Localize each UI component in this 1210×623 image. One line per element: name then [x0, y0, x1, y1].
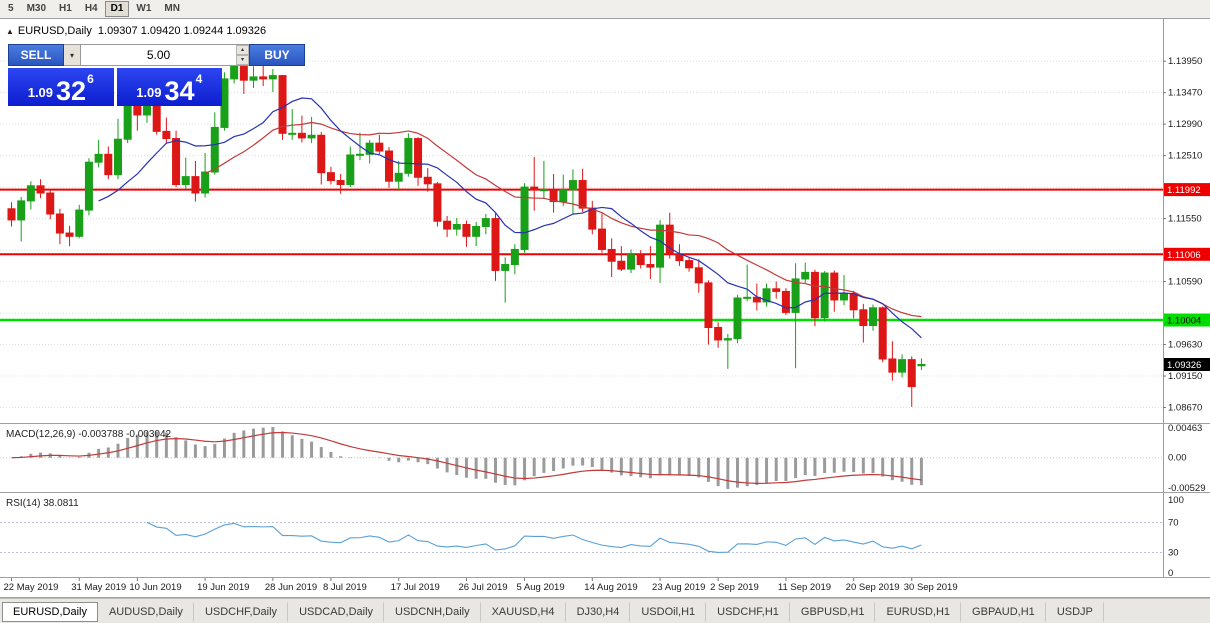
svg-text:30: 30: [1168, 548, 1179, 559]
timeframe-button-m30[interactable]: M30: [21, 1, 52, 17]
macd-label: MACD(12,26,9) -0.003788 -0.003042: [6, 429, 171, 440]
volume-down-button[interactable]: ▾: [236, 55, 249, 65]
rsi-name: RSI(14): [6, 498, 41, 509]
rsi-label: RSI(14) 38.0811: [6, 498, 79, 509]
buy-price-major: 1.09: [136, 85, 162, 100]
svg-text:1.09326: 1.09326: [1167, 360, 1201, 371]
tab-gbpaud-h1[interactable]: GBPAUD,H1: [961, 602, 1046, 622]
tab-eurusd-daily[interactable]: EURUSD,Daily: [2, 602, 98, 622]
svg-text:-0.00529: -0.00529: [1168, 483, 1206, 494]
chart-ohlc-values: 1.09307 1.09420 1.09244 1.09326: [97, 25, 267, 37]
svg-text:1.12510: 1.12510: [1168, 151, 1202, 162]
svg-text:28 Jun 2019: 28 Jun 2019: [265, 582, 317, 593]
svg-text:10 Jun 2019: 10 Jun 2019: [129, 582, 181, 593]
tab-usdchf-h1[interactable]: USDCHF,H1: [706, 602, 790, 622]
svg-text:1.10590: 1.10590: [1168, 277, 1202, 288]
chart-window: 1.13950 1.13470 1.12990 1.12510 1.11550 1.105…: [0, 18, 1210, 598]
chevron-down-icon: ▾: [240, 57, 244, 63]
volume-up-button[interactable]: ▴: [236, 45, 249, 55]
svg-text:0: 0: [1168, 568, 1173, 579]
svg-text:8 Jul 2019: 8 Jul 2019: [323, 582, 367, 593]
svg-text:20 Sep 2019: 20 Sep 2019: [846, 582, 900, 593]
timeframe-toolbar: 5 M30 H1 H4 D1 W1 MN: [0, 0, 1210, 18]
sell-price-pips: 32: [56, 76, 87, 107]
svg-text:0.00: 0.00: [1168, 453, 1187, 464]
tab-eurusd-h1[interactable]: EURUSD,H1: [875, 602, 962, 622]
tab-usdoil-h1[interactable]: USDOil,H1: [630, 602, 707, 622]
candles: [7, 50, 926, 407]
chart-header: ▲ EURUSD,Daily 1.09307 1.09420 1.09244 1.0…: [6, 25, 266, 37]
svg-text:22 May 2019: 22 May 2019: [4, 582, 59, 593]
svg-text:1.09630: 1.09630: [1168, 340, 1202, 351]
timeframe-button-5[interactable]: 5: [2, 1, 20, 17]
buy-button[interactable]: BUY: [249, 44, 305, 66]
sell-price-display[interactable]: 1.09 32 6: [8, 68, 114, 106]
svg-text:2 Sep 2019: 2 Sep 2019: [710, 582, 759, 593]
svg-text:23 Aug 2019: 23 Aug 2019: [652, 582, 705, 593]
volume-dropdown-button[interactable]: ▾: [64, 44, 81, 66]
time-axis[interactable]: 22 May 2019 31 May 2019 10 Jun 2019 19 Jun …: [4, 577, 958, 593]
macd-values: -0.003788 -0.003042: [78, 429, 172, 440]
tab-usdcnh-daily[interactable]: USDCNH,Daily: [384, 602, 481, 622]
svg-text:19 Jun 2019: 19 Jun 2019: [197, 582, 249, 593]
timeframe-button-d1[interactable]: D1: [104, 1, 130, 17]
volume-field: ▴ ▾: [81, 44, 249, 66]
svg-text:1.08670: 1.08670: [1168, 403, 1202, 414]
buy-price-display[interactable]: 1.09 34 4: [116, 68, 222, 107]
svg-text:1.11550: 1.11550: [1168, 214, 1202, 225]
svg-text:11 Sep 2019: 11 Sep 2019: [778, 582, 831, 593]
collapse-icon[interactable]: ▲: [6, 27, 14, 36]
svg-text:1.09150: 1.09150: [1168, 371, 1202, 382]
chevron-up-icon: ▴: [240, 47, 244, 53]
volume-input[interactable]: [81, 45, 236, 65]
macd-name: MACD(12,26,9): [6, 429, 76, 440]
sell-price-point: 6: [87, 72, 94, 86]
price-grid: [0, 60, 1163, 409]
pane-separators: [0, 18, 1210, 598]
tab-gbpusd-h1[interactable]: GBPUSD,H1: [790, 602, 876, 622]
price-chart[interactable]: 1.13950 1.13470 1.12990 1.12510 1.11550 1.105…: [0, 18, 1210, 598]
svg-text:1.12990: 1.12990: [1168, 119, 1202, 130]
svg-text:1.13950: 1.13950: [1168, 56, 1202, 67]
tab-xauusd-h4[interactable]: XAUUSD,H4: [481, 602, 566, 622]
svg-text:14 Aug 2019: 14 Aug 2019: [584, 582, 637, 593]
timeframe-button-w1[interactable]: W1: [130, 1, 157, 17]
tab-usdchf-daily[interactable]: USDCHF,Daily: [194, 602, 289, 622]
timeframe-button-h1[interactable]: H1: [53, 1, 78, 17]
buy-price-pips: 34: [164, 76, 195, 107]
one-click-trading-panel: SELL ▾ ▴ ▾ BUY 1.09 32 6 1.0: [8, 44, 305, 107]
svg-text:30 Sep 2019: 30 Sep 2019: [904, 582, 958, 593]
rsi-pane: 100 70 30 0: [0, 495, 1184, 579]
svg-text:31 May 2019: 31 May 2019: [71, 582, 126, 593]
volume-spinner: ▴ ▾: [236, 45, 249, 65]
sell-price-major: 1.09: [27, 85, 54, 100]
timeframe-button-h4[interactable]: H4: [79, 1, 104, 17]
svg-text:1.11006: 1.11006: [1167, 250, 1201, 261]
svg-text:26 Jul 2019: 26 Jul 2019: [458, 582, 507, 593]
tab-audusd-daily[interactable]: AUDUSD,Daily: [98, 602, 194, 622]
chevron-down-icon: ▾: [69, 50, 74, 60]
svg-text:0.00463: 0.00463: [1168, 423, 1202, 434]
svg-text:1.10004: 1.10004: [1167, 316, 1201, 327]
tab-usdjp[interactable]: USDJP: [1046, 602, 1104, 622]
chart-title: EURUSD,Daily: [17, 25, 92, 37]
tab-usdcad-daily[interactable]: USDCAD,Daily: [288, 602, 385, 622]
horizontal-level-lines[interactable]: [0, 188, 1163, 322]
moving-averages: [98, 97, 922, 339]
price-scale[interactable]: 1.13950 1.13470 1.12990 1.12510 1.11550 1.105…: [1163, 18, 1210, 577]
svg-text:17 Jul 2019: 17 Jul 2019: [391, 582, 440, 593]
svg-text:1.13470: 1.13470: [1168, 88, 1202, 99]
svg-text:1.11992: 1.11992: [1167, 185, 1201, 196]
svg-text:100: 100: [1168, 495, 1184, 506]
tab-dj30-h4[interactable]: DJ30,H4: [566, 602, 631, 622]
rsi-value: 38.0811: [43, 498, 79, 509]
svg-text:5 Aug 2019: 5 Aug 2019: [517, 582, 565, 593]
macd-pane: 0.00463 0.00 -0.00529: [0, 423, 1206, 494]
sell-button[interactable]: SELL: [8, 44, 64, 66]
chart-tabs: EURUSD,Daily AUDUSD,Daily USDCHF,Daily USDC…: [0, 598, 1210, 623]
timeframe-button-mn[interactable]: MN: [158, 1, 186, 17]
svg-text:70: 70: [1168, 518, 1179, 529]
buy-price-point: 4: [195, 72, 203, 86]
